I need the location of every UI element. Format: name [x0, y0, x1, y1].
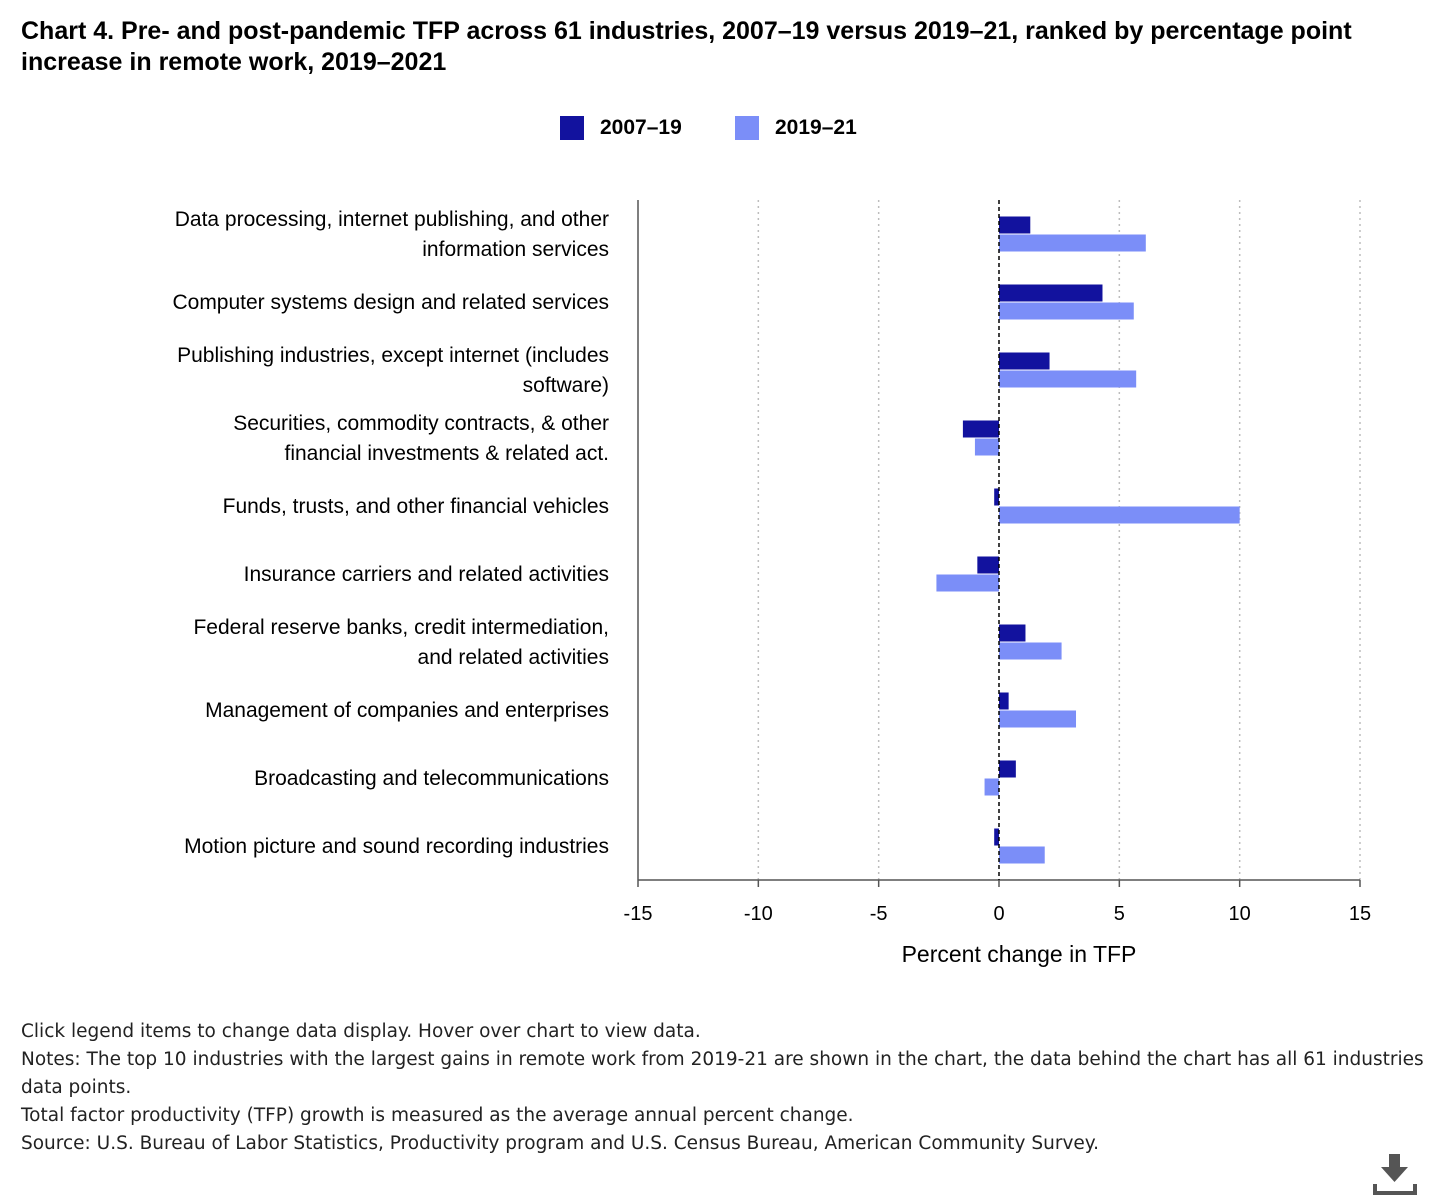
legend-swatch-2007-19: [560, 116, 584, 140]
x-tick-label: 10: [1229, 903, 1251, 925]
bar-chart[interactable]: -15 -10 -5 0 5 10 15 Data processing, internet…: [0, 0, 1440, 990]
bar[interactable]: [999, 302, 1134, 320]
bar[interactable]: [962, 420, 999, 438]
legend-swatch-2019-21: [735, 116, 759, 140]
axes: -15 -10 -5 0 5 10 15: [624, 200, 1371, 925]
bar[interactable]: [999, 846, 1045, 864]
chart-notes: Click legend items to change data displa…: [21, 1018, 1426, 1158]
category-labels: Data processing, internet publishing, an…: [172, 208, 609, 858]
category-label: Insurance carriers and related activitie…: [244, 563, 609, 586]
x-tick-label: -5: [870, 903, 888, 925]
bar[interactable]: [999, 624, 1026, 642]
legend-item-2019-21[interactable]: 2019–21: [735, 114, 857, 142]
x-tick-label: 0: [993, 903, 1004, 925]
x-tick-label: 5: [1114, 903, 1125, 925]
grid-lines: [757, 200, 1361, 880]
bar[interactable]: [994, 488, 999, 506]
bar[interactable]: [999, 284, 1103, 302]
bar[interactable]: [936, 574, 999, 592]
download-icon[interactable]: [1372, 1150, 1418, 1196]
category-label: Funds, trusts, and other financial vehic…: [223, 495, 609, 518]
bar[interactable]: [999, 642, 1062, 660]
category-label: Management of companies and enterprises: [205, 699, 609, 722]
x-axis-title: Percent change in TFP: [902, 941, 1137, 967]
legend-label-2019-21: 2019–21: [775, 116, 857, 139]
legend-label-2007-19: 2007–19: [600, 116, 682, 139]
legend: 2007–19 2019–21: [0, 114, 1440, 142]
bars: [936, 216, 1240, 864]
legend-item-2007-19[interactable]: 2007–19: [560, 114, 682, 142]
bar[interactable]: [974, 438, 999, 456]
bar[interactable]: [977, 556, 999, 574]
note-interaction: Click legend items to change data displa…: [21, 1021, 701, 1042]
bar[interactable]: [999, 234, 1146, 252]
category-label: Securities, commodity contracts, & other…: [233, 412, 609, 465]
category-label: Publishing industries, except internet (…: [177, 344, 609, 397]
x-tick-label: -15: [624, 903, 653, 925]
bar[interactable]: [994, 828, 999, 846]
x-tick-label: -10: [744, 903, 773, 925]
note-top10: Notes: The top 10 industries with the la…: [21, 1049, 1424, 1098]
bar[interactable]: [999, 710, 1077, 728]
bar[interactable]: [999, 352, 1050, 370]
bar[interactable]: [999, 506, 1240, 524]
category-label: Data processing, internet publishing, an…: [175, 208, 609, 261]
bar[interactable]: [999, 216, 1031, 234]
x-tick-label: 15: [1349, 903, 1371, 925]
note-source: Source: U.S. Bureau of Labor Statistics,…: [21, 1133, 1099, 1154]
category-label: Federal reserve banks, credit intermedia…: [193, 616, 609, 669]
category-label: Motion picture and sound recording indus…: [184, 835, 609, 858]
chart-title: Chart 4. Pre- and post-pandemic TFP acro…: [21, 17, 1352, 76]
bar[interactable]: [999, 692, 1009, 710]
bar[interactable]: [984, 778, 999, 796]
bar[interactable]: [999, 370, 1137, 388]
bar[interactable]: [999, 760, 1016, 778]
category-label: Broadcasting and telecommunications: [254, 767, 609, 790]
note-tfp-definition: Total factor productivity (TFP) growth i…: [21, 1105, 854, 1126]
category-label: Computer systems design and related serv…: [172, 291, 609, 314]
